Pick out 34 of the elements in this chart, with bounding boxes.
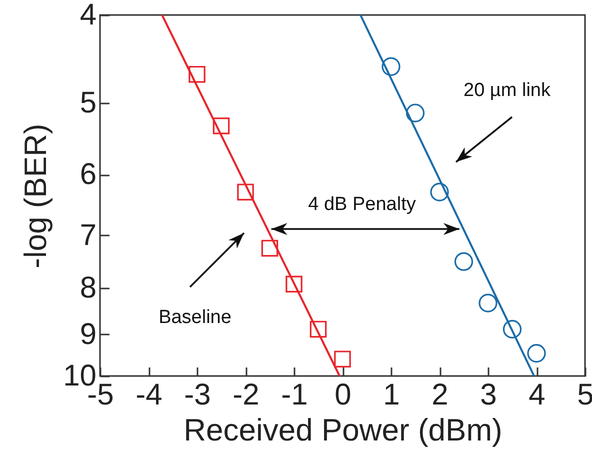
x-tick-label: 1 — [383, 378, 400, 412]
point — [382, 57, 400, 76]
y-axis-title: -log (BER) — [18, 124, 54, 268]
point — [261, 240, 278, 257]
point — [188, 66, 206, 83]
point — [286, 276, 302, 293]
y-tick-label: 5 — [80, 86, 96, 120]
annotation: 4 dB Penalty — [308, 194, 416, 215]
x-tick-label: -1 — [281, 378, 308, 412]
point — [212, 117, 230, 134]
point — [310, 320, 327, 338]
y-tick-label: 8 — [80, 272, 96, 305]
point — [430, 182, 449, 202]
x-tick-label: -2 — [232, 378, 260, 412]
x-tick-label: 2 — [432, 378, 448, 412]
point — [478, 294, 498, 312]
annotation: 20 µm link — [464, 80, 551, 101]
x-tick-label: -4 — [136, 378, 162, 412]
point — [527, 344, 546, 363]
y-tick-label: 6 — [80, 158, 96, 192]
point — [406, 104, 425, 122]
point — [237, 184, 254, 200]
x-tick-label: 3 — [480, 378, 497, 412]
x-tick-label: -3 — [184, 378, 211, 412]
x-tick-label: 0 — [334, 378, 352, 412]
y-tick-label: 9 — [80, 318, 96, 351]
x-axis-title: Received Power (dBm) — [184, 412, 502, 448]
x-tick-label: 4 — [528, 378, 546, 412]
point — [454, 252, 474, 271]
annotation: Baseline — [158, 307, 232, 328]
point — [334, 350, 351, 368]
y-tick-label: 4 — [80, 0, 96, 32]
y-tick-label: 7 — [80, 218, 96, 252]
point — [502, 320, 522, 338]
